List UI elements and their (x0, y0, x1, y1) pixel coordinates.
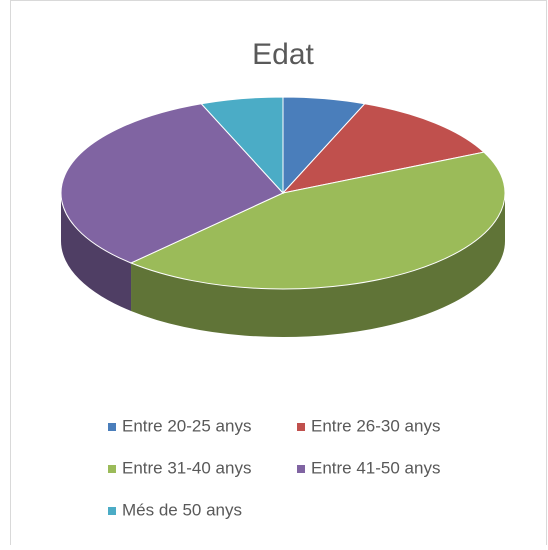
pie-slice (281, 103, 485, 194)
pie-side (131, 193, 505, 337)
legend-label: Entre 31-40 anys (122, 458, 251, 477)
chart-title: Edat (252, 38, 314, 71)
pie-slice (200, 96, 284, 195)
legend-label: Entre 20-25 anys (122, 416, 251, 435)
legend-swatch (108, 507, 116, 515)
pie-slice (129, 151, 506, 290)
pie-side (61, 193, 132, 311)
legend-label: Entre 41-50 anys (311, 458, 440, 477)
legend-swatch (297, 423, 305, 431)
legend-label: Més de 50 anys (122, 500, 242, 519)
legend-swatch (297, 465, 305, 473)
legend-label: Entre 26-30 anys (311, 416, 440, 435)
pie-slice (60, 103, 284, 264)
legend-swatch (108, 465, 116, 473)
legend-swatch (108, 423, 116, 431)
